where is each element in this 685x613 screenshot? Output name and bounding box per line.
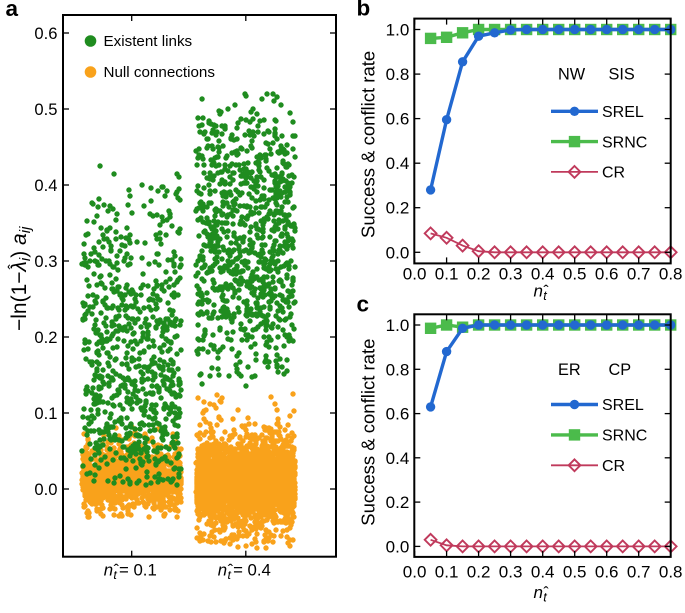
svg-text:Success & conflict rate: Success & conflict rate [357,339,378,526]
svg-text:n: n [104,561,113,580]
svg-text:ˆ: ˆ [228,563,234,580]
svg-text:0.7: 0.7 [627,264,651,283]
svg-text:0.3: 0.3 [34,252,57,271]
svg-text:0.4: 0.4 [531,562,555,581]
svg-text:0.2: 0.2 [467,562,491,581]
svg-text:SIS: SIS [609,65,635,83]
svg-text:ˆ: ˆ [543,585,549,602]
svg-text:−ln(1−λi) aij: −ln(1−λi) aij [8,226,34,331]
svg-text:0.0: 0.0 [34,480,57,499]
svg-text:SRNC: SRNC [602,428,647,445]
svg-text:0.4: 0.4 [386,449,410,468]
svg-text:SREL: SREL [602,397,644,414]
svg-text:t: t [228,568,232,582]
svg-text:0.6: 0.6 [595,562,619,581]
svg-text:0.5: 0.5 [563,562,587,581]
svg-text:0.3: 0.3 [499,264,523,283]
svg-text:0.0: 0.0 [403,264,427,283]
svg-text:ˆ: ˆ [114,563,120,580]
svg-text:0.8: 0.8 [386,65,410,84]
svg-text:0.3: 0.3 [499,562,523,581]
svg-text:0.0: 0.0 [386,537,410,556]
svg-text:1.0: 1.0 [386,21,410,40]
svg-text:c: c [357,292,370,317]
svg-text:ER: ER [558,361,581,379]
svg-text:0.5: 0.5 [34,100,57,119]
svg-text:CR: CR [602,165,625,182]
svg-text:n: n [534,282,543,301]
svg-text:0.1: 0.1 [34,404,57,423]
svg-text:Existent links: Existent links [104,33,193,50]
svg-text:0.0: 0.0 [403,562,427,581]
svg-text:t: t [113,568,117,582]
svg-text:0.2: 0.2 [467,264,491,283]
svg-text:0.7: 0.7 [627,562,651,581]
svg-text:= 0.4: = 0.4 [233,561,271,580]
svg-text:0.2: 0.2 [386,199,410,218]
svg-text:0.8: 0.8 [386,360,410,379]
svg-text:NW: NW [558,65,586,83]
svg-text:SREL: SREL [602,104,644,121]
svg-text:b: b [357,0,371,21]
svg-text:0.5: 0.5 [563,264,587,283]
svg-text:0.8: 0.8 [659,562,683,581]
svg-text:0.1: 0.1 [435,562,459,581]
svg-text:= 0.1: = 0.1 [119,561,157,580]
svg-text:a: a [6,0,19,21]
svg-text:0.4: 0.4 [34,176,57,195]
svg-text:0.2: 0.2 [386,493,410,512]
svg-text:0.2: 0.2 [34,328,57,347]
svg-text:ˆ: ˆ [543,284,549,301]
svg-text:0.6: 0.6 [386,405,410,424]
svg-text:CR: CR [602,458,625,475]
svg-text:0.0: 0.0 [386,243,410,262]
svg-text:Null connections: Null connections [104,64,216,81]
svg-text:Success & conflict rate: Success & conflict rate [357,51,378,238]
svg-text:0.4: 0.4 [531,264,555,283]
svg-text:t: t [543,289,547,303]
svg-text:0.4: 0.4 [386,154,410,173]
svg-text:SRNC: SRNC [602,134,647,151]
svg-text:0.6: 0.6 [34,24,57,43]
svg-text:n: n [534,583,543,602]
svg-text:n: n [218,561,227,580]
svg-text:1.0: 1.0 [386,316,410,335]
svg-text:0.6: 0.6 [386,110,410,129]
svg-text:0.1: 0.1 [435,264,459,283]
svg-text:0.6: 0.6 [595,264,619,283]
svg-text:CP: CP [609,361,632,379]
svg-text:0.8: 0.8 [659,264,683,283]
svg-text:t: t [543,591,547,605]
svg-text:ˆ: ˆ [6,264,23,270]
